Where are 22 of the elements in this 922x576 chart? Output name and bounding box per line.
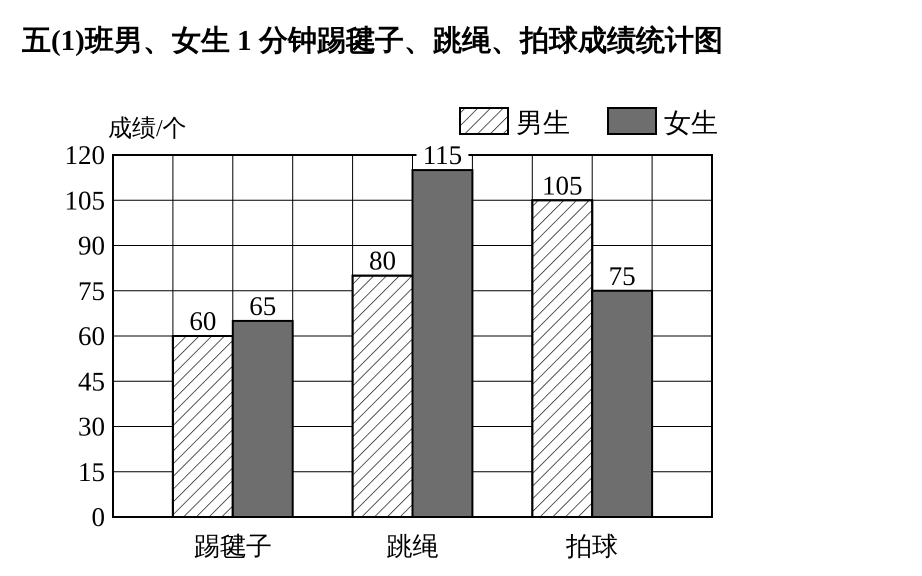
data-label: 65 <box>249 290 276 321</box>
legend-label: 女生 <box>664 108 718 138</box>
y-tick-label: 120 <box>64 140 105 170</box>
data-label: 115 <box>422 140 462 170</box>
y-tick-label: 45 <box>78 366 105 396</box>
data-label: 80 <box>369 246 396 276</box>
y-tick-label: 15 <box>78 456 105 487</box>
title: 五(1)班男、女生 1 分钟踢毽子、跳绳、拍球成绩统计图 <box>22 25 723 57</box>
legend: 男生 女生 <box>459 107 718 138</box>
y-tick-label: 90 <box>78 230 105 260</box>
ylabel: 成绩/个 <box>108 116 187 142</box>
x-tick-label: 踢毽子 <box>194 532 272 561</box>
data-label: 75 <box>608 260 636 291</box>
x-tick-label: 拍球 <box>565 532 618 561</box>
y-tick-label: 75 <box>78 276 105 306</box>
data-label: 60 <box>189 306 216 336</box>
y-tick-label: 60 <box>78 321 105 351</box>
y-tick-label: 30 <box>78 412 105 442</box>
y-tick-label: 105 <box>64 185 105 216</box>
y-tick-label: 0 <box>92 502 105 532</box>
data-label: 105 <box>542 170 582 200</box>
x-tick-label: 跳绳 <box>386 532 438 561</box>
